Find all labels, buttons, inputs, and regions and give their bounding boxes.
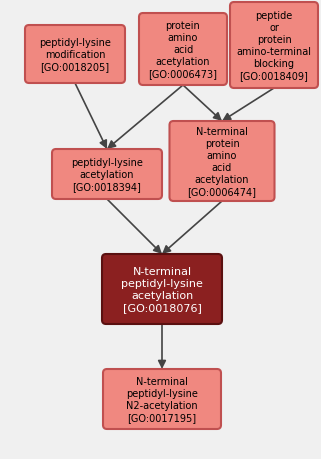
- FancyBboxPatch shape: [52, 150, 162, 200]
- Text: N-terminal
protein
amino
acid
acetylation
[GO:0006474]: N-terminal protein amino acid acetylatio…: [187, 127, 256, 196]
- Text: peptidyl-lysine
acetylation
[GO:0018394]: peptidyl-lysine acetylation [GO:0018394]: [71, 157, 143, 191]
- Text: peptidyl-lysine
modification
[GO:0018205]: peptidyl-lysine modification [GO:0018205…: [39, 38, 111, 72]
- FancyBboxPatch shape: [169, 122, 274, 202]
- Text: N-terminal
peptidyl-lysine
N2-acetylation
[GO:0017195]: N-terminal peptidyl-lysine N2-acetylatio…: [126, 376, 198, 422]
- FancyBboxPatch shape: [102, 254, 222, 325]
- Text: N-terminal
peptidyl-lysine
acetylation
[GO:0018076]: N-terminal peptidyl-lysine acetylation […: [121, 266, 203, 312]
- FancyBboxPatch shape: [103, 369, 221, 429]
- Text: peptide
or
protein
amino-terminal
blocking
[GO:0018409]: peptide or protein amino-terminal blocki…: [237, 11, 311, 81]
- FancyBboxPatch shape: [25, 26, 125, 84]
- FancyBboxPatch shape: [230, 3, 318, 89]
- Text: protein
amino
acid
acetylation
[GO:0006473]: protein amino acid acetylation [GO:00064…: [149, 21, 218, 79]
- FancyBboxPatch shape: [139, 14, 227, 86]
